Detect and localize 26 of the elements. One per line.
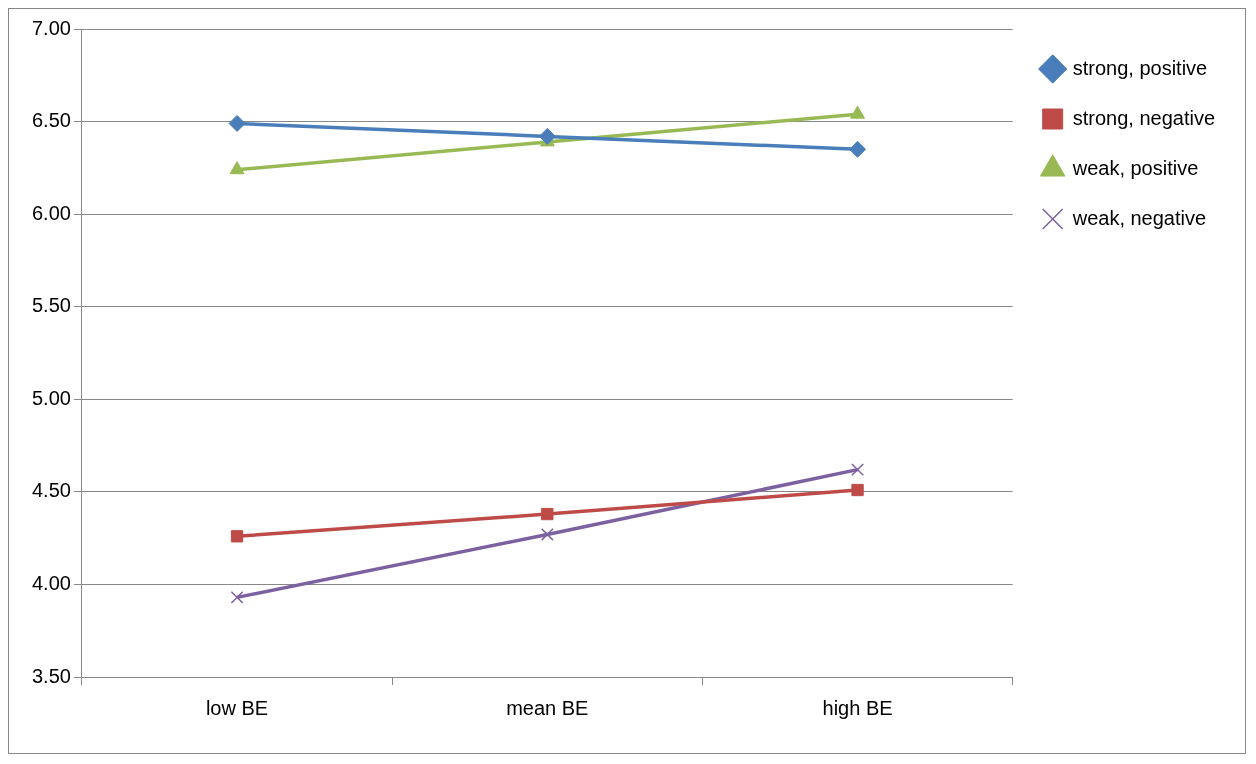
point	[541, 507, 554, 521]
point	[229, 161, 245, 175]
y-tick-label: 5.50	[31, 294, 71, 317]
y-tick-label: 5.00	[31, 386, 71, 409]
point	[228, 114, 246, 132]
y-tick-label: 6.50	[31, 109, 71, 132]
point	[850, 105, 865, 119]
y-tick-label: 3.50	[31, 664, 71, 687]
x-tick-label: high BE	[822, 696, 893, 719]
point	[230, 590, 244, 604]
point	[849, 140, 867, 158]
legend-label: strong, positive	[1072, 56, 1208, 79]
x-tick-label: low BE	[205, 696, 269, 719]
legend-label: weak, positive	[1071, 156, 1199, 179]
point	[540, 528, 554, 541]
point	[851, 463, 864, 477]
y-tick-label: 4.50	[31, 479, 71, 502]
y-tick-label: 6.00	[31, 201, 71, 224]
x-tick-label: mean BE	[506, 696, 589, 719]
legend-label: weak, negative	[1071, 206, 1207, 229]
point	[230, 530, 244, 543]
point	[851, 483, 864, 497]
y-tick-label: 7.00	[31, 16, 71, 39]
legend-label: strong, negative	[1072, 106, 1216, 129]
point	[538, 127, 556, 145]
y-tick-label: 4.00	[31, 571, 71, 594]
